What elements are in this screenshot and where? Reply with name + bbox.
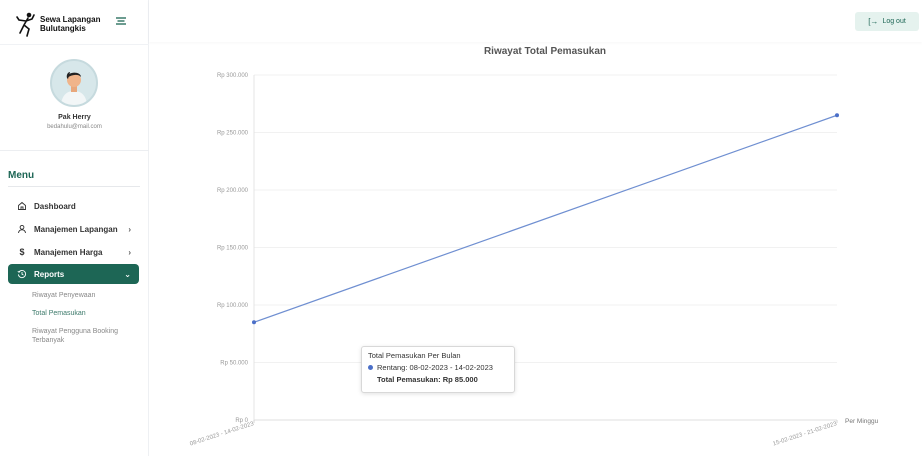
user-avatar-icon: [50, 59, 98, 107]
chevron-right-icon: ›: [128, 224, 131, 234]
user-email: bedahulu@mail.com: [47, 124, 102, 130]
divider: [0, 44, 149, 45]
sidebar: Sewa Lapangan Bulutangkis Pak Herry beda…: [0, 0, 149, 456]
x-tick-label: 15-02-2023 - 21-02-2023: [772, 421, 838, 448]
chevron-right-icon: ›: [128, 247, 131, 257]
hamburger-icon[interactable]: [113, 13, 129, 29]
tooltip-title: Total Pemasukan Per Bulan: [368, 351, 461, 360]
series-line: [253, 114, 838, 323]
chevron-down-icon: ⌄: [124, 269, 131, 279]
income-chart: Riwayat Total Pemasukan Rp 0 Rp 50.000 Rp …: [149, 42, 922, 456]
home-icon: [14, 201, 30, 211]
brand[interactable]: Sewa Lapangan Bulutangkis: [14, 9, 144, 39]
sidebar-item-label: Reports: [34, 269, 65, 279]
y-tick-label: Rp 0: [235, 418, 248, 424]
brand-line-1: Sewa Lapangan: [40, 15, 101, 24]
sidebar-item-label: Dashboard: [34, 201, 76, 211]
y-tick-label: Rp 300.000: [217, 73, 249, 79]
x-tick-label: 08-02-2023 - 14-02-2023: [189, 421, 255, 448]
divider: [0, 150, 149, 151]
user-icon: [14, 224, 30, 234]
data-point: [252, 320, 256, 325]
y-tick-label: Rp 100.000: [217, 303, 249, 309]
logout-icon: [→: [868, 17, 879, 26]
tooltip-range: Rentang: 08-02-2023 - 14-02-2023: [377, 363, 493, 372]
y-tick-label: Rp 150.000: [217, 246, 249, 252]
y-tick-label: Rp 50.000: [220, 361, 248, 367]
badminton-player-icon: [16, 12, 35, 37]
top-bar: [→ Log out: [149, 0, 922, 42]
sidebar-item-manajemen-harga[interactable]: $ Manajemen Harga ›: [8, 242, 139, 262]
series-dot-icon: [368, 365, 373, 370]
sidebar-subitem-total-pemasukan[interactable]: Total Pemasukan: [32, 310, 86, 317]
brand-name: Sewa Lapangan Bulutangkis: [40, 15, 100, 33]
sidebar-subitem-riwayat-penyewaan[interactable]: Riwayat Penyewaan: [32, 292, 96, 299]
divider: [8, 186, 140, 187]
logout-label: Log out: [882, 18, 906, 25]
logout-button[interactable]: [→ Log out: [855, 12, 919, 31]
menu-title: Menu: [8, 170, 35, 181]
sidebar-subitem-riwayat-pengguna[interactable]: Riwayat Pengguna Booking Terbanyak: [32, 328, 119, 344]
brand-line-2: Bulutangkis: [40, 24, 86, 33]
x-axis-label: Per Minggu: [845, 418, 879, 425]
data-point: [835, 113, 839, 118]
sidebar-item-manajemen-lapangan[interactable]: Manajemen Lapangan ›: [8, 219, 139, 239]
sidebar-item-reports[interactable]: Reports ⌄: [8, 264, 139, 284]
history-icon: [14, 269, 30, 279]
y-tick-label: Rp 250.000: [217, 131, 249, 137]
chart-tooltip: Total Pemasukan Per Bulan Rentang: 08-02…: [361, 346, 515, 393]
avatar-illustration: [52, 61, 96, 105]
dollar-icon: $: [19, 247, 25, 257]
tooltip-range-row: Rentang: 08-02-2023 - 14-02-2023: [368, 363, 508, 372]
tooltip-total: Total Pemasukan: Rp 85.000: [377, 375, 478, 384]
chart-title: Riwayat Total Pemasukan: [484, 46, 606, 57]
sidebar-item-label: Manajemen Harga: [34, 247, 103, 257]
y-tick-label: Rp 200.000: [217, 188, 249, 194]
sidebar-item-dashboard[interactable]: Dashboard: [8, 196, 139, 216]
sidebar-item-label: Manajemen Lapangan: [34, 224, 118, 234]
chart-canvas: Riwayat Total Pemasukan Rp 0 Rp 50.000 Rp …: [189, 46, 879, 448]
user-name: Pak Herry: [58, 114, 91, 121]
